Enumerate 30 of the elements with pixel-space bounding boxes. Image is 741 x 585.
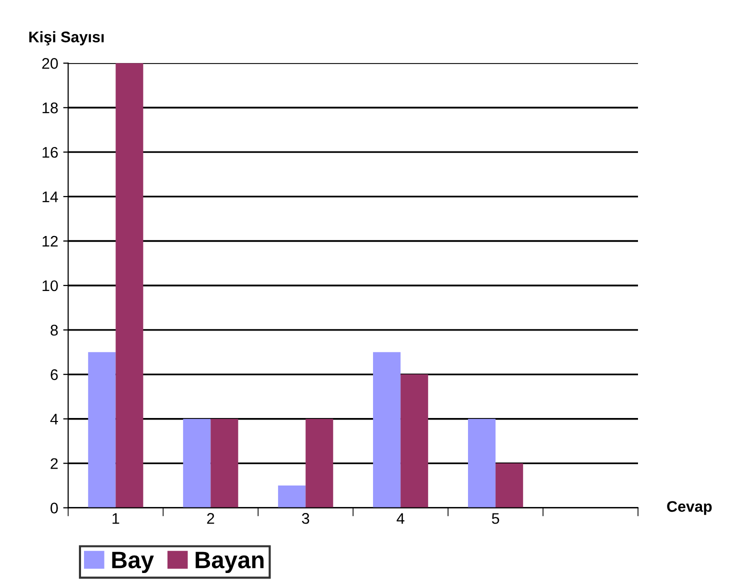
y-tick-label: 18 — [42, 102, 58, 114]
bar — [88, 352, 116, 508]
y-tick-label: 6 — [50, 369, 58, 380]
x-tick-label: 3 — [302, 513, 310, 524]
bar — [183, 418, 211, 508]
x-axis-title: Cevap — [667, 501, 712, 515]
y-tick-label: 12 — [42, 236, 58, 247]
bar — [306, 418, 334, 508]
bar — [496, 463, 524, 508]
y-tick-label: 0 — [50, 502, 58, 514]
bar — [373, 352, 401, 508]
y-tick-label: 20 — [42, 58, 58, 69]
x-tick-label: 2 — [207, 513, 214, 524]
x-tick-label: 4 — [396, 513, 404, 524]
x-tick-label: 1 — [112, 513, 120, 524]
bar — [400, 374, 428, 508]
y-axis-title: Kişi Sayısı — [29, 31, 104, 46]
y-tick-label: 2 — [50, 458, 58, 469]
x-tick-label: 5 — [492, 513, 500, 524]
bar — [468, 418, 496, 508]
bar — [278, 486, 306, 508]
y-tick-label: 14 — [42, 192, 58, 202]
y-tick-label: 4 — [50, 414, 58, 424]
legend-label: Bay — [112, 552, 154, 573]
y-tick-label: 16 — [42, 146, 58, 158]
bar — [116, 63, 144, 508]
y-tick-label: 8 — [50, 324, 58, 336]
legend-label: Bayan — [196, 552, 264, 573]
y-tick-label: 10 — [42, 280, 58, 292]
bar — [210, 418, 238, 508]
